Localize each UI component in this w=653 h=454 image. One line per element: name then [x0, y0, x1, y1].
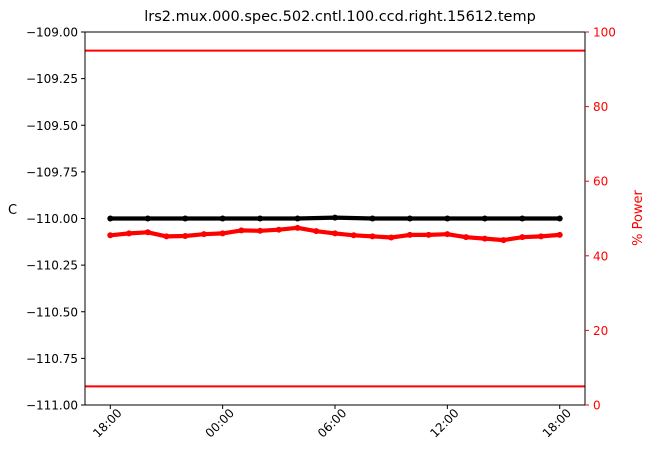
y2-tick-label: 60 — [593, 175, 608, 189]
y-tick-label: −110.50 — [26, 305, 78, 319]
y-tick-label: −109.00 — [26, 26, 78, 40]
series-2-point — [238, 227, 245, 234]
series-2-point — [537, 233, 544, 240]
series-1-point — [481, 215, 488, 222]
series-2-point — [163, 233, 170, 240]
y-tick-label: −110.00 — [26, 212, 78, 226]
series-2-point — [519, 234, 526, 241]
series-2-point — [126, 230, 133, 237]
y-tick-label: −111.00 — [26, 399, 78, 413]
series-2-point — [257, 227, 264, 234]
y-tick-label: −109.75 — [26, 165, 78, 179]
series-2-point — [388, 234, 395, 241]
series-1-point — [369, 215, 376, 222]
series-2-point — [481, 235, 488, 242]
series-1-point — [332, 214, 338, 221]
series-2-point — [107, 232, 114, 239]
series-2-point — [350, 232, 357, 239]
series-2-point — [313, 228, 320, 235]
series-1-point — [294, 215, 301, 222]
y-tick-label: −110.25 — [26, 259, 78, 273]
series-2-point — [219, 230, 226, 237]
y2-tick-label: 80 — [593, 100, 608, 114]
series-1-point — [107, 215, 114, 222]
series-1-point — [219, 215, 226, 222]
series-2-point — [500, 237, 507, 244]
series-1-point — [406, 215, 413, 222]
x-tick-label: 12:00 — [427, 406, 461, 440]
series-2-point — [182, 233, 189, 240]
series-1-point — [257, 215, 264, 222]
series-1-point — [444, 215, 451, 222]
series-2-point — [444, 231, 451, 238]
series-2-point — [463, 234, 470, 241]
series-1-point — [144, 215, 151, 222]
x-tick-label: 18:00 — [540, 406, 574, 440]
y-tick-label: −110.75 — [26, 352, 78, 366]
y2-tick-label: 0 — [593, 399, 601, 413]
series-1-point — [519, 215, 526, 222]
x-tick-label: 00:00 — [203, 406, 237, 440]
y2-tick-label: 100 — [593, 26, 616, 40]
chart-title: lrs2.mux.000.spec.502.cntl.100.ccd.right… — [144, 9, 536, 25]
series-2-point — [200, 231, 207, 238]
series-2-point — [294, 224, 301, 231]
series-2-point — [425, 231, 432, 238]
series-1-point — [556, 215, 563, 222]
y2-tick-label: 20 — [593, 324, 608, 338]
series-1-point — [182, 215, 189, 222]
x-tick-label: 18:00 — [90, 406, 124, 440]
series-2-point — [275, 226, 282, 233]
y2-axis-label: % Power — [631, 189, 646, 245]
y2-tick-label: 40 — [593, 249, 608, 263]
y-tick-label: −109.25 — [26, 72, 78, 86]
series-2-point — [406, 231, 413, 238]
series-2-point — [369, 233, 376, 240]
y-axis-label: C — [8, 203, 17, 218]
plot-area — [85, 49, 585, 388]
x-tick-label: 06:00 — [315, 406, 349, 440]
series-2-point — [144, 229, 151, 236]
series-2-point — [332, 230, 338, 237]
y-tick-label: −109.50 — [26, 119, 78, 133]
series-2-point — [556, 231, 563, 238]
